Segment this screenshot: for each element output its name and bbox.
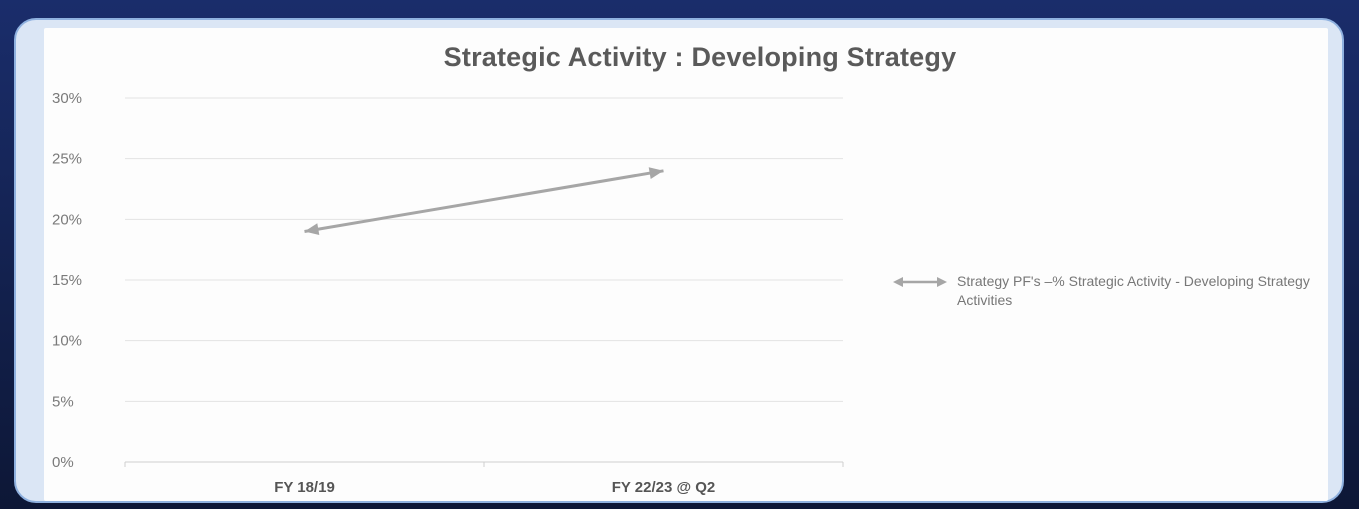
y-tick-label-1: 5% (52, 393, 74, 410)
x-tick-label-1: FY 22/23 @ Q2 (612, 479, 716, 496)
chart-title: Strategic Activity : Developing Strategy (443, 42, 957, 72)
y-tick-label-2: 10% (52, 333, 82, 350)
y-tick-label-5: 25% (52, 151, 82, 168)
chart-area (44, 28, 1328, 501)
x-tick-label-0: FY 18/19 (274, 479, 335, 496)
y-tick-label-3: 15% (52, 272, 82, 289)
legend-label-series-1: Strategy PF's –% Strategic Activity - De… (957, 273, 1310, 308)
series-line-0 (304, 169, 664, 233)
data-point-0-1 (648, 167, 664, 180)
y-tick-label-0: 0% (52, 454, 74, 471)
y-tick-label-6: 30% (52, 90, 82, 107)
y-tick-label-4: 20% (52, 211, 82, 228)
data-point-0-0 (304, 223, 320, 236)
legend-swatch-series-1 (893, 277, 947, 287)
